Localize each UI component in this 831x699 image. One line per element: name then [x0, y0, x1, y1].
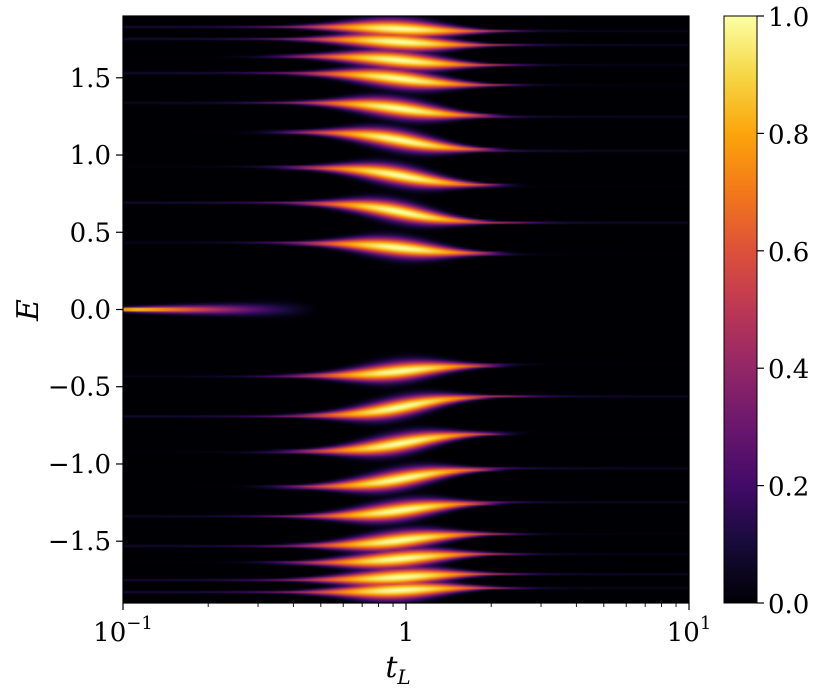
y-tick-label: −0.5: [48, 373, 111, 403]
x-axis-label: tL: [385, 650, 410, 689]
y-tick-label: 1.5: [70, 64, 111, 94]
x-tick-base: 10: [667, 618, 700, 648]
colorbar-tick-label: 1.0: [768, 3, 809, 33]
colorbar: 1.0 0.8 0.6 0.4 0.2 0.0: [723, 3, 809, 620]
x-tick-exponent: −1: [126, 613, 153, 634]
colorbar-tick-label: 0.0: [768, 590, 809, 620]
x-axis: 10−1 1 101: [93, 603, 711, 648]
y-tick-label: −1.5: [48, 527, 111, 557]
colorbar-tick-label: 0.4: [768, 355, 809, 385]
x-tick-label: 101: [667, 613, 712, 648]
plot-area: [122, 15, 690, 604]
y-tick-label: 0.5: [70, 218, 111, 248]
x-tick-base: 1: [398, 618, 415, 648]
y-tick-label: −1.0: [48, 450, 111, 480]
colorbar-fill: [723, 15, 758, 604]
x-axis-label-base: t: [385, 650, 398, 685]
colorbar-tick-label: 0.6: [768, 238, 809, 268]
x-tick-label: 1: [398, 618, 415, 648]
heatmap-image: [123, 16, 689, 603]
x-axis-label-subscript: L: [396, 665, 410, 689]
y-tick-label: 1.0: [70, 141, 111, 171]
colorbar-tick-label: 0.2: [768, 473, 809, 503]
y-axis-label: E: [11, 299, 46, 322]
y-tick-label: 0.0: [70, 296, 111, 326]
x-tick-exponent: 1: [700, 613, 711, 634]
x-tick-label: 10−1: [93, 613, 153, 648]
x-tick-base: 10: [93, 618, 126, 648]
colorbar-tick-label: 0.8: [768, 120, 809, 150]
y-axis: 1.5 1.0 0.5 0.0 −0.5 −1.0 −1.5: [48, 64, 123, 557]
colorbar-ticks: 1.0 0.8 0.6 0.4 0.2 0.0: [757, 3, 809, 620]
